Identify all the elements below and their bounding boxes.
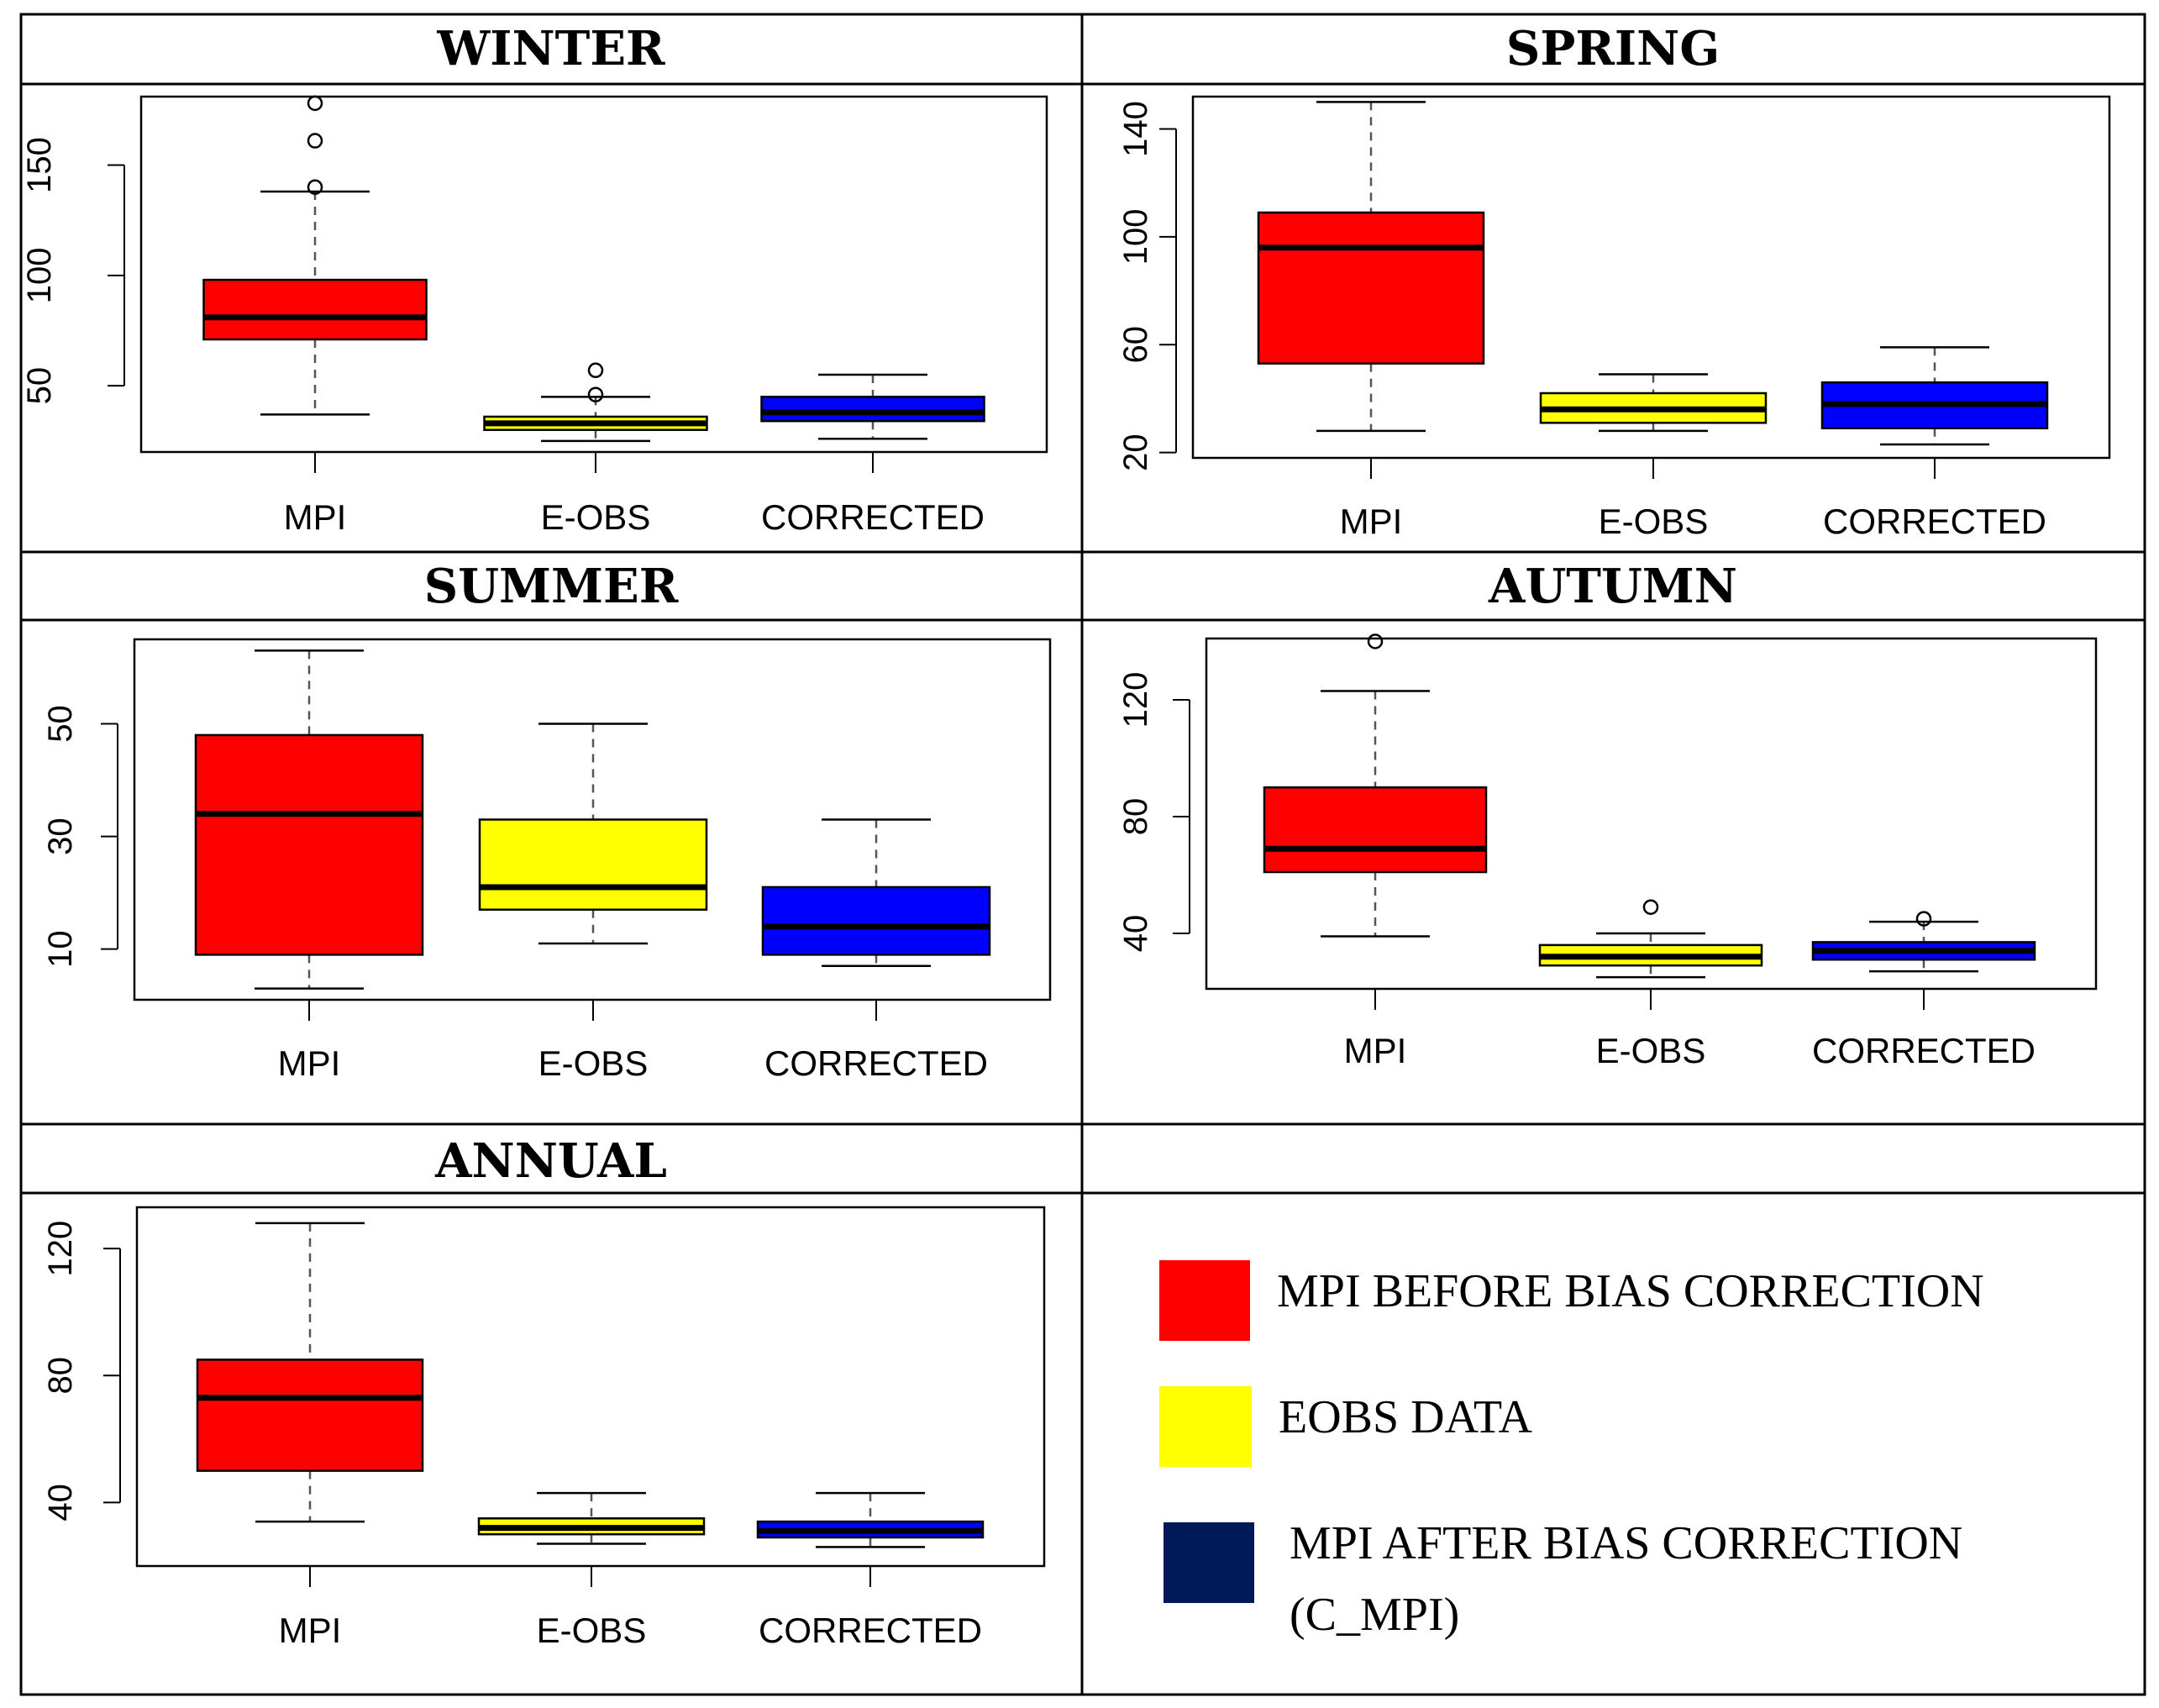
panel-title-spring: SPRING	[1506, 21, 1720, 76]
legend-swatch-mpi-before	[1159, 1260, 1250, 1341]
panel-title-autumn: AUTUMN	[1488, 559, 1737, 614]
y-tick-label: 50	[42, 705, 79, 743]
y-tick-label: 50	[21, 367, 58, 405]
outlier-point	[307, 133, 323, 149]
y-tick-label: 60	[1117, 326, 1154, 364]
y-tick-label: 80	[42, 1357, 79, 1395]
outlier-point	[587, 362, 604, 379]
y-tick-label: 20	[1117, 434, 1154, 471]
category-label-mpi: MPI	[1340, 502, 1403, 541]
boxplot-annual: 40 80 120 MPI E-OBS CORRECTED	[42, 1206, 1046, 1650]
legend-label-mpi-after: MPI AFTER BIAS CORRECTION	[1290, 1517, 1962, 1569]
panel-title-summer: SUMMER	[424, 559, 679, 614]
plot-frame	[139, 95, 1048, 454]
boxplot-summer: 10 30 50 MPI E-OBS CORRECTED	[42, 638, 1052, 1083]
box-mpi	[194, 733, 424, 956]
boxplot-winter: 50 100 150 MPI E-OBS CORRECTED	[21, 95, 1048, 537]
category-label-mpi: MPI	[284, 497, 347, 537]
box-mpi	[1263, 786, 1488, 874]
outlier-point	[1642, 899, 1659, 915]
box-corrected	[760, 396, 985, 423]
y-tick-label: 120	[1117, 672, 1154, 728]
y-tick-label: 40	[42, 1484, 79, 1521]
category-label-corrected: CORRECTED	[1823, 502, 2046, 541]
y-tick-label: 40	[1117, 915, 1154, 953]
category-label-e-obs: E-OBS	[538, 1043, 649, 1083]
box-mpi	[1257, 211, 1485, 365]
category-label-corrected: CORRECTED	[761, 497, 985, 537]
y-tick-label: 10	[42, 930, 79, 968]
box-mpi	[196, 1359, 424, 1472]
y-tick-label: 120	[42, 1221, 79, 1277]
outlier-point	[1367, 633, 1384, 649]
outlier-point	[307, 95, 323, 112]
box-e-obs	[478, 818, 708, 911]
category-label-corrected: CORRECTED	[1812, 1031, 2036, 1070]
y-tick-label: 140	[1117, 101, 1154, 157]
panel-title-annual: ANNUAL	[434, 1133, 667, 1189]
category-label-e-obs: E-OBS	[1596, 1031, 1706, 1070]
legend-label-mpi-after-line2: (C_MPI)	[1290, 1589, 1459, 1641]
legend-label-mpi-before: MPI BEFORE BIAS CORRECTION	[1277, 1265, 1984, 1317]
outlier-point	[307, 179, 323, 195]
category-label-e-obs: E-OBS	[1599, 502, 1709, 541]
outlier-point	[587, 386, 604, 402]
legend-swatch-mpi-after	[1164, 1522, 1254, 1603]
category-label-e-obs: E-OBS	[541, 497, 651, 537]
legend-label-eobs: EOBS DATA	[1279, 1391, 1533, 1443]
plot-frame	[1191, 95, 2111, 460]
category-label-mpi: MPI	[279, 1611, 342, 1650]
category-label-mpi: MPI	[1344, 1031, 1407, 1070]
table-grid	[19, 13, 2146, 1696]
y-tick-label: 100	[1117, 208, 1154, 265]
y-tick-label: 30	[42, 817, 79, 855]
boxplot-autumn: 40 80 120 MPI E-OBS CORRECTED	[1117, 633, 2098, 1070]
category-label-corrected: CORRECTED	[759, 1611, 982, 1650]
category-label-mpi: MPI	[278, 1043, 341, 1083]
y-tick-label: 150	[21, 137, 58, 193]
y-tick-label: 80	[1117, 798, 1154, 836]
legend-swatch-eobs	[1159, 1386, 1252, 1467]
category-label-e-obs: E-OBS	[537, 1611, 647, 1650]
legend: MPI BEFORE BIAS CORRECTION EOBS DATA MPI…	[1159, 1260, 1984, 1641]
box-corrected	[761, 886, 991, 956]
y-tick-label: 100	[21, 247, 58, 303]
panel-title-winter: WINTER	[436, 21, 665, 76]
box-mpi	[202, 278, 428, 341]
outlier-point	[1915, 911, 1932, 927]
boxplot-spring: 20 60 100 140 MPI E-OBS CORRECTED	[1117, 95, 2111, 541]
category-label-corrected: CORRECTED	[764, 1043, 988, 1083]
